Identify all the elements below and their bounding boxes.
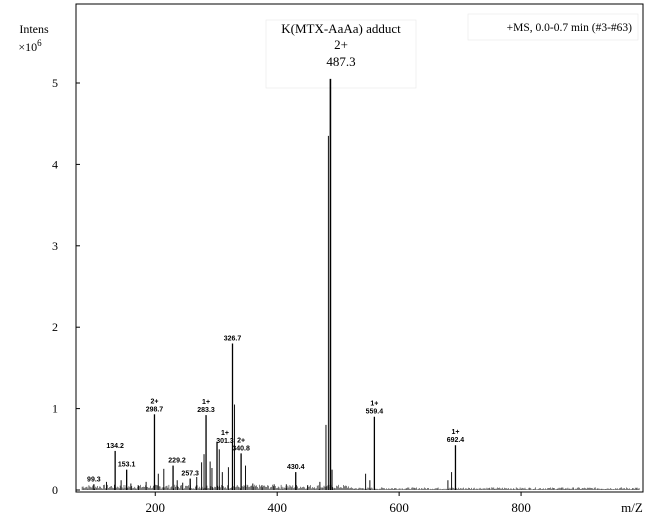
peak-label: 301.3 [216,438,234,445]
peak-charge-label: 2+ [237,437,245,444]
x-tick-label: 400 [267,500,287,515]
y-unit-base: ×10 [18,40,37,54]
y-axis-unit: ×106 [18,38,42,54]
minor-peaks [105,135,453,490]
peak-charge-label: 1+ [202,399,210,406]
peak-charge-label: 1+ [221,430,229,437]
peak-label: 283.3 [197,407,215,414]
peak-label: 326.7 [224,335,242,342]
title-mz: 487.3 [326,54,355,69]
title-charge: 2+ [334,37,348,52]
y-axis-label: Intens [19,22,49,36]
baseline-noise [81,484,640,490]
peak-label: 134.2 [106,443,124,450]
y-axis-ticks: 0 1 2 3 4 5 [52,76,80,497]
y-tick-label: 3 [52,239,58,253]
x-tick-label: 600 [389,500,409,515]
peak-charge-label: 2+ [150,398,158,405]
peak-label: 430.4 [287,464,305,471]
peak-charge-label: 1+ [370,401,378,408]
peak-label: 298.7 [146,406,164,413]
peak-label: 340.8 [232,445,250,452]
title-box [265,19,417,89]
x-tick-label: 800 [511,500,531,515]
y-unit-exponent: 6 [37,38,42,48]
peak-label: 229.2 [168,458,186,465]
peak-label: 153.1 [118,462,136,469]
chart-title: K(MTX-AaAa) adduct [281,21,401,36]
y-tick-label: 0 [52,483,58,497]
plot-frame [75,3,644,493]
y-tick-label: 1 [52,402,58,416]
y-tick-label: 5 [52,76,58,90]
peak-labels: 99.3134.2153.1298.72+229.2257.3283.31+30… [87,335,464,483]
peak-label: 99.3 [87,476,101,483]
peak-charge-label: 1+ [451,429,459,436]
peak-label: 257.3 [181,471,199,478]
labeled-peaks [93,78,457,490]
x-axis-ticks: 200 400 600 800 [146,492,531,515]
x-tick-label: 200 [146,500,166,515]
y-tick-label: 4 [52,157,58,171]
x-axis-label: m/Z [621,500,643,515]
noise-path [81,484,640,490]
header-right: +MS, 0.0-0.7 min (#3-#63) [507,22,632,34]
peak-label: 559.4 [366,409,384,416]
header-right-box [467,13,639,41]
y-tick-label: 2 [52,320,58,334]
peak-label: 692.4 [447,437,465,444]
